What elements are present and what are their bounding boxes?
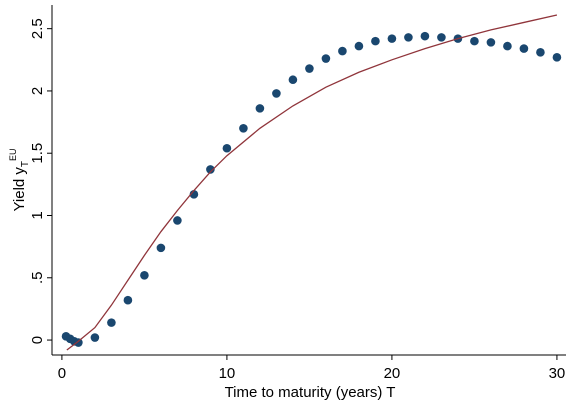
point: [156, 243, 166, 253]
y-tick-label: 0: [29, 336, 46, 344]
point: [536, 48, 545, 57]
point: [74, 338, 83, 347]
x-axis-label: Time to maturity (years) T: [225, 384, 396, 401]
x-tick-label: 10: [219, 365, 236, 382]
point: [222, 143, 232, 153]
point: [354, 41, 364, 51]
y-tick-label: 2: [29, 87, 46, 95]
x-tick-label: 20: [384, 365, 401, 382]
point: [239, 124, 248, 133]
point: [123, 295, 133, 305]
point: [255, 104, 265, 113]
fit-line: [66, 14, 558, 351]
point: [420, 31, 430, 41]
y-tick-label: 1: [29, 211, 46, 219]
point: [107, 318, 116, 327]
point: [288, 75, 298, 85]
point: [321, 54, 331, 63]
point: [140, 270, 149, 280]
y-axis-label-main: Yield y: [11, 167, 28, 212]
y-tick-label: .5: [29, 272, 46, 285]
point: [305, 64, 314, 73]
point: [272, 89, 281, 98]
y-axis-label-sub: T: [20, 161, 31, 167]
point: [486, 38, 496, 47]
y-axis-label-sup: EU: [8, 148, 18, 161]
point: [90, 333, 100, 342]
point: [519, 44, 529, 53]
point: [404, 33, 413, 42]
y-axis-label: Yield yTEU: [8, 148, 31, 211]
point: [552, 53, 562, 62]
point: [437, 33, 446, 42]
x-tick-label: 0: [58, 365, 66, 382]
point: [387, 34, 397, 43]
point: [470, 36, 479, 46]
y-tick-label: 2.5: [29, 18, 46, 39]
point: [206, 165, 215, 174]
x-tick-label: 30: [549, 365, 566, 382]
point: [173, 216, 182, 225]
point: [371, 36, 380, 46]
y-tick-label: 1.5: [29, 143, 46, 164]
point: [503, 41, 512, 51]
point: [338, 46, 347, 56]
